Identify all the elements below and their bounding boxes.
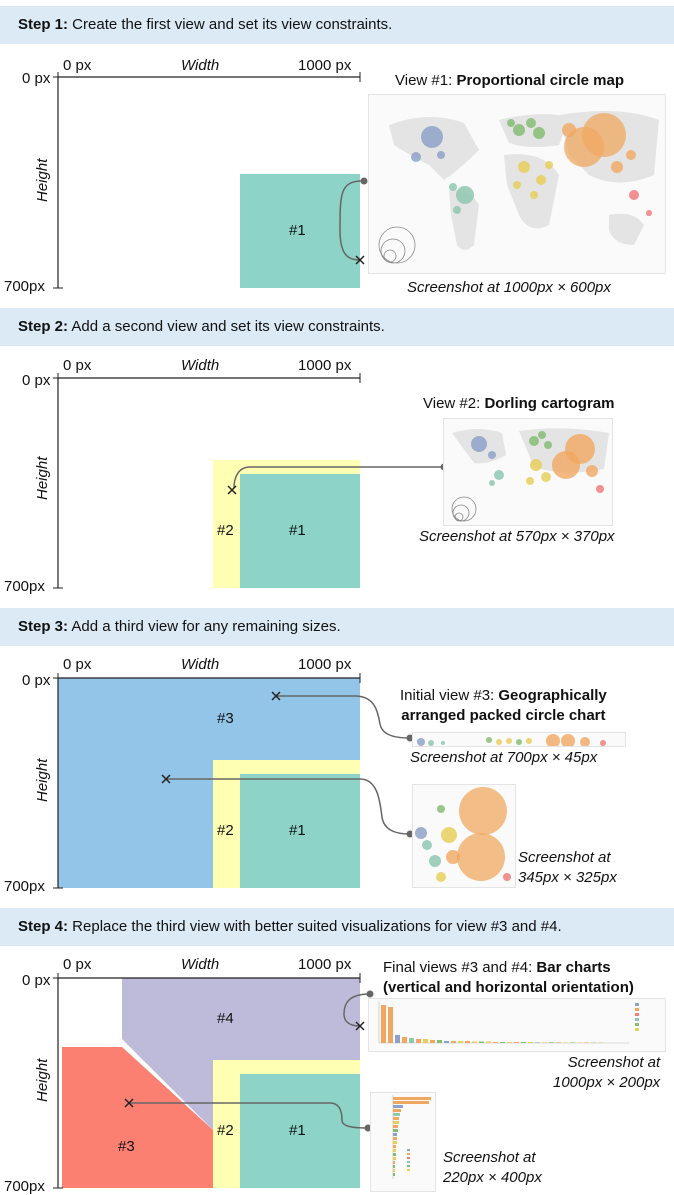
step-3-view-title: Initial view #3: Geographically arranged… [400,686,607,726]
view-title-bold: Bar charts [536,959,611,976]
connector [233,466,444,489]
step-2-header: Step 2: Add a second view and set its vi… [0,308,674,346]
step-2-prefix: Step 2: [18,318,69,335]
view-1-region [240,774,360,888]
x-axis-label: Width [181,357,220,374]
proportional-circle-map-thumbnail [368,94,666,274]
dorling-circles [451,428,609,522]
step-2-caption: Screenshot at 570px × 370px [419,528,615,545]
y-start-label: 0 px [22,372,51,389]
x-start-label: 0 px [63,57,92,74]
step-2-panel: 0 px Width 1000 px 0 px Height 700px #2 … [0,350,674,600]
y-end-label: 700px [4,578,45,595]
x-end-label: 1000 px [298,357,352,374]
dorling-cartogram-thumbnail [443,418,613,526]
step-4-header: Step 4: Replace the third view with bett… [0,908,674,946]
x-end-label: 1000 px [298,956,352,973]
connector-second [166,778,411,835]
step-4-view-title: Final views #3 and #4: Bar charts (verti… [383,958,634,998]
step-4-caption-vertical: Screenshot at 1000px × 200px [553,1053,660,1093]
caption-line-1: Screenshot at [518,849,611,866]
step-3-prefix: Step 3: [18,618,69,635]
step-1-diagram [53,72,368,289]
step-2-view-title: View #2: Dorling cartogram [423,395,614,412]
packed-circles-wide [417,734,606,746]
world-map-circles [378,111,659,264]
x-axis-label: Width [181,57,220,74]
step-4-diagram [53,973,374,1189]
packed-circle-wide-thumbnail [412,732,626,747]
view-title-prefix: Final views #3 and #4: [383,959,537,976]
step-4-prefix: Step 4: [18,918,69,935]
x-start-label: 0 px [63,956,92,973]
vertical-bar-chart-thumbnail [368,998,666,1052]
step-3-header: Step 3: Add a third view for any remaini… [0,608,674,646]
step-4-caption-horizontal: Screenshot at 220px × 400px [443,1148,542,1188]
x-axis-label: Width [181,656,220,673]
view-2-label: #2 [217,822,234,839]
x-start-label: 0 px [63,357,92,374]
step-3-caption-square: Screenshot at 345px × 325px [518,848,617,888]
y-start-label: 0 px [22,972,51,989]
view-2-label: #2 [217,522,234,539]
horizontal-bars [392,1095,431,1179]
view-1-label: #1 [289,222,306,239]
y-start-label: 0 px [22,70,51,87]
y-start-label: 0 px [22,672,51,689]
view-1-region [240,474,360,588]
view-1-label: #1 [289,522,306,539]
view-1-label: #1 [289,822,306,839]
view-2-label: #2 [217,1122,234,1139]
view-title-prefix: View #2: [423,395,485,412]
step-3-caption-wide: Screenshot at 700px × 45px [410,749,598,766]
vertical-bars [378,1001,639,1044]
view-title-bold: Dorling cartogram [484,395,615,412]
connector-view3 [129,1102,369,1129]
view-title-bold-line2: arranged packed circle chart [401,707,606,724]
x-end-label: 1000 px [298,656,352,673]
view-title-bold: Geographically [498,687,607,704]
connector-initial [276,695,411,739]
view-4-label: #4 [217,1010,234,1027]
caption-line-1: Screenshot at [567,1054,661,1071]
step-1-header: Step 1: Create the first view and set it… [0,6,674,44]
packed-circles-square [415,787,511,882]
step-3-panel: 0 px Width 1000 px 0 px Height 700px #3 … [0,652,674,900]
caption-line-1: Screenshot at [443,1149,536,1166]
caption-line-2: 345px × 325px [518,869,617,886]
view-1-label: #1 [289,1122,306,1139]
step-1-prefix: Step 1: [18,16,69,33]
view-3-label: #3 [118,1138,135,1155]
step-4-text: Replace the third view with better suite… [68,918,562,935]
view-1-region [240,1074,360,1188]
view-3-label: #3 [217,710,234,727]
view-title-prefix: View #1: [395,72,457,89]
y-end-label: 700px [4,878,45,895]
step-4-panel: 0 px Width 1000 px 0 px Height 700px #4 … [0,952,674,1195]
step-1-caption: Screenshot at 1000px × 600px [407,279,611,296]
view-3-final-region [62,1047,213,1188]
view-title-bold: Proportional circle map [456,72,624,89]
caption-line-2: 1000px × 200px [553,1074,661,1091]
y-end-label: 700px [4,1178,45,1195]
connector-view4 [343,993,371,1027]
step-3-diagram [53,673,414,889]
x-end-label: 1000 px [298,57,352,74]
step-1-view-title: View #1: Proportional circle map [395,72,624,89]
connector-dot [360,177,368,185]
step-3-text: Add a third view for any remaining sizes… [68,618,341,635]
x-axis-label: Width [181,956,220,973]
caption-line-2: 220px × 400px [443,1169,542,1186]
y-end-label: 700px [4,278,45,295]
step-2-diagram [53,373,448,589]
step-1-text: Create the first view and set its view c… [68,16,393,33]
view-title-prefix: Initial view #3: [400,687,499,704]
packed-circle-square-thumbnail [412,784,516,888]
step-2-text: Add a second view and set its view const… [68,318,385,335]
x-start-label: 0 px [63,656,92,673]
horizontal-bar-chart-thumbnail [370,1092,436,1192]
connector [339,180,363,261]
view-title-bold-line2: (vertical and horizontal orientation) [383,979,634,996]
step-1-panel: 0 px Width 1000 px 0 px Height 700px #1 … [0,50,674,300]
